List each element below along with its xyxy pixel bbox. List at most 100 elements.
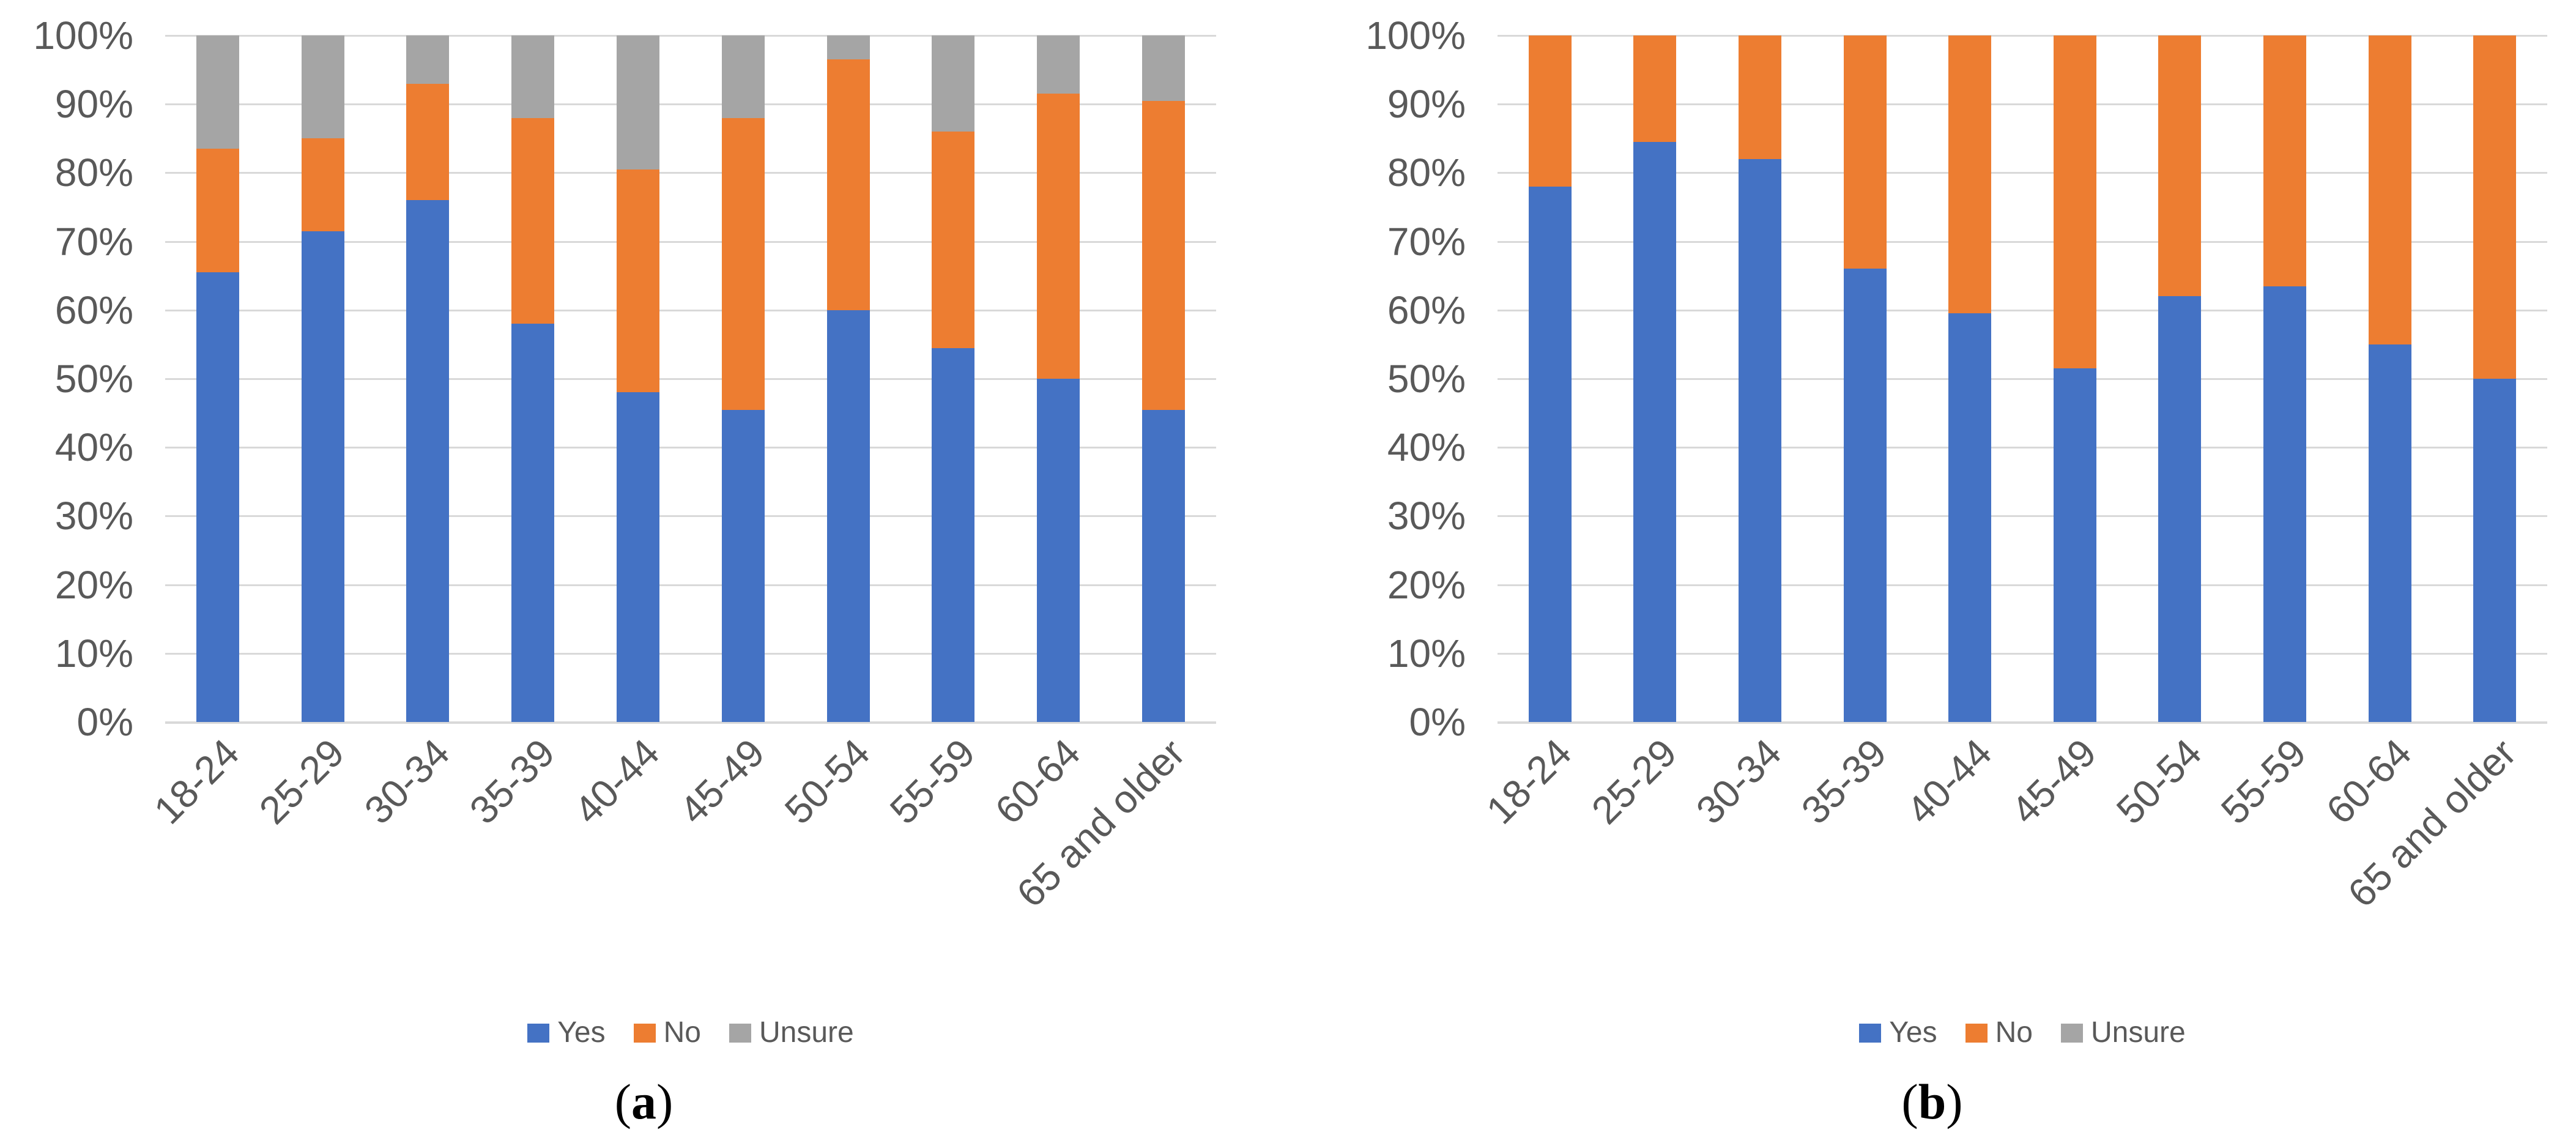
legend-label: No bbox=[663, 1016, 701, 1049]
bar-slot-45-49 bbox=[691, 35, 796, 722]
x-tick-label: 50-54 bbox=[776, 730, 878, 833]
x-tick-label: 55-59 bbox=[2213, 730, 2315, 833]
stacked-bar-30-34 bbox=[1738, 35, 1781, 722]
stacked-bar-50-54 bbox=[2158, 35, 2202, 722]
stacked-bar-45-49 bbox=[2053, 35, 2096, 722]
bar-segment-yes bbox=[2158, 296, 2202, 722]
y-tick-label: 40% bbox=[1387, 425, 1466, 470]
bar-segment-unsure bbox=[301, 35, 344, 139]
bar-slot-35-39 bbox=[1813, 35, 1918, 722]
y-tick-label: 60% bbox=[1387, 288, 1466, 332]
bar-slot-40-44 bbox=[1917, 35, 2022, 722]
stacked-bar-18-24 bbox=[1528, 35, 1572, 722]
y-tick-label: 30% bbox=[1387, 494, 1466, 538]
legend-item-no: No bbox=[1965, 1018, 2033, 1047]
bars-a bbox=[165, 35, 1216, 722]
y-tick-label: 70% bbox=[1387, 219, 1466, 264]
bar-slot-60-64 bbox=[1006, 35, 1111, 722]
legend-label: Unsure bbox=[759, 1016, 854, 1049]
y-tick-label: 50% bbox=[54, 357, 133, 401]
bar-segment-yes bbox=[2473, 379, 2517, 722]
x-tick-label: 60-64 bbox=[986, 730, 1089, 833]
bar-slot-55-59 bbox=[2232, 35, 2337, 722]
bar-segment-unsure bbox=[721, 35, 765, 118]
legend-a: Yes No Unsure bbox=[165, 1018, 1216, 1047]
gridline bbox=[1498, 35, 2547, 37]
caption-paren-close: ) bbox=[1946, 1074, 1963, 1129]
x-tick-label: 45-49 bbox=[2002, 730, 2105, 833]
bar-segment-yes bbox=[932, 348, 975, 722]
stacked-bar-18-24 bbox=[196, 35, 239, 722]
x-tick-label: 25-29 bbox=[250, 730, 353, 833]
y-tick-label: 30% bbox=[54, 494, 133, 538]
legend-swatch-icon bbox=[729, 1023, 751, 1043]
x-tick-label: 50-54 bbox=[2107, 730, 2210, 833]
x-tick-label: 25-29 bbox=[1583, 730, 1685, 833]
caption-paren-open: ( bbox=[614, 1074, 631, 1129]
bar-segment-no bbox=[2053, 35, 2096, 369]
bar-segment-no bbox=[2368, 35, 2411, 344]
y-tick-label: 10% bbox=[54, 631, 133, 675]
bar-segment-no bbox=[1037, 94, 1080, 379]
legend-swatch-icon bbox=[1859, 1023, 1882, 1043]
legend-item-yes: Yes bbox=[1859, 1018, 1937, 1047]
gridline bbox=[165, 378, 1216, 380]
gridline bbox=[1498, 103, 2547, 106]
bar-segment-no bbox=[1633, 35, 1677, 142]
y-tick-label: 100% bbox=[33, 13, 133, 58]
y-tick-label: 40% bbox=[54, 425, 133, 470]
stacked-bar-65 and older bbox=[2473, 35, 2517, 722]
legend-item-no: No bbox=[633, 1016, 701, 1049]
legend-item-unsure: Unsure bbox=[2060, 1018, 2186, 1047]
gridline bbox=[165, 240, 1216, 243]
bar-segment-no bbox=[826, 59, 870, 310]
bar-segment-yes bbox=[2368, 344, 2411, 722]
x-tick-label: 60-64 bbox=[2317, 730, 2420, 833]
bar-segment-yes bbox=[1738, 158, 1781, 722]
y-tick-label: 90% bbox=[1387, 82, 1466, 127]
gridline bbox=[165, 447, 1216, 449]
gridline bbox=[165, 172, 1216, 174]
bar-segment-yes bbox=[2263, 286, 2306, 722]
x-tick-label: 65 and older bbox=[1008, 730, 1193, 916]
legend-label: No bbox=[1995, 1016, 2033, 1049]
bar-slot-60-64 bbox=[2337, 35, 2443, 722]
bar-segment-unsure bbox=[1037, 35, 1080, 94]
bars-b bbox=[1498, 35, 2547, 722]
bar-segment-yes bbox=[826, 310, 870, 722]
x-axis-line bbox=[1498, 721, 2547, 724]
stacked-bar-60-64 bbox=[1037, 35, 1080, 722]
y-tick-label: 80% bbox=[1387, 151, 1466, 195]
bar-slot-35-39 bbox=[480, 35, 585, 722]
stacked-bar-60-64 bbox=[2368, 35, 2411, 722]
stacked-bar-45-49 bbox=[721, 35, 765, 722]
bar-slot-65 and older bbox=[2442, 35, 2547, 722]
bar-slot-18-24 bbox=[1498, 35, 1603, 722]
gridline bbox=[1498, 378, 2547, 380]
legend-item-yes: Yes bbox=[527, 1018, 606, 1047]
bar-slot-50-54 bbox=[796, 35, 901, 722]
bar-segment-unsure bbox=[196, 35, 239, 149]
bar-segment-yes bbox=[617, 392, 660, 722]
gridline bbox=[165, 35, 1216, 37]
bar-slot-30-34 bbox=[1707, 35, 1813, 722]
bar-slot-65 and older bbox=[1111, 35, 1216, 722]
bar-slot-50-54 bbox=[2128, 35, 2233, 722]
x-tick-label: 35-39 bbox=[1792, 730, 1895, 833]
bar-segment-yes bbox=[301, 231, 344, 722]
gridline bbox=[165, 515, 1216, 518]
bar-segment-yes bbox=[1037, 379, 1080, 722]
bar-segment-yes bbox=[1633, 141, 1677, 722]
bar-segment-unsure bbox=[826, 35, 870, 60]
legend-swatch-icon bbox=[633, 1023, 656, 1043]
bar-segment-yes bbox=[511, 324, 555, 722]
bar-slot-18-24 bbox=[165, 35, 270, 722]
stacked-bar-35-39 bbox=[511, 35, 555, 722]
y-tick-label: 90% bbox=[54, 82, 133, 127]
y-tick-label: 80% bbox=[54, 151, 133, 195]
bar-segment-no bbox=[1948, 35, 1992, 314]
bar-segment-no bbox=[1528, 35, 1572, 187]
x-axis-line bbox=[165, 721, 1216, 724]
y-tick-label: 0% bbox=[1409, 700, 1466, 744]
caption-b: (b) bbox=[1288, 1074, 2576, 1129]
